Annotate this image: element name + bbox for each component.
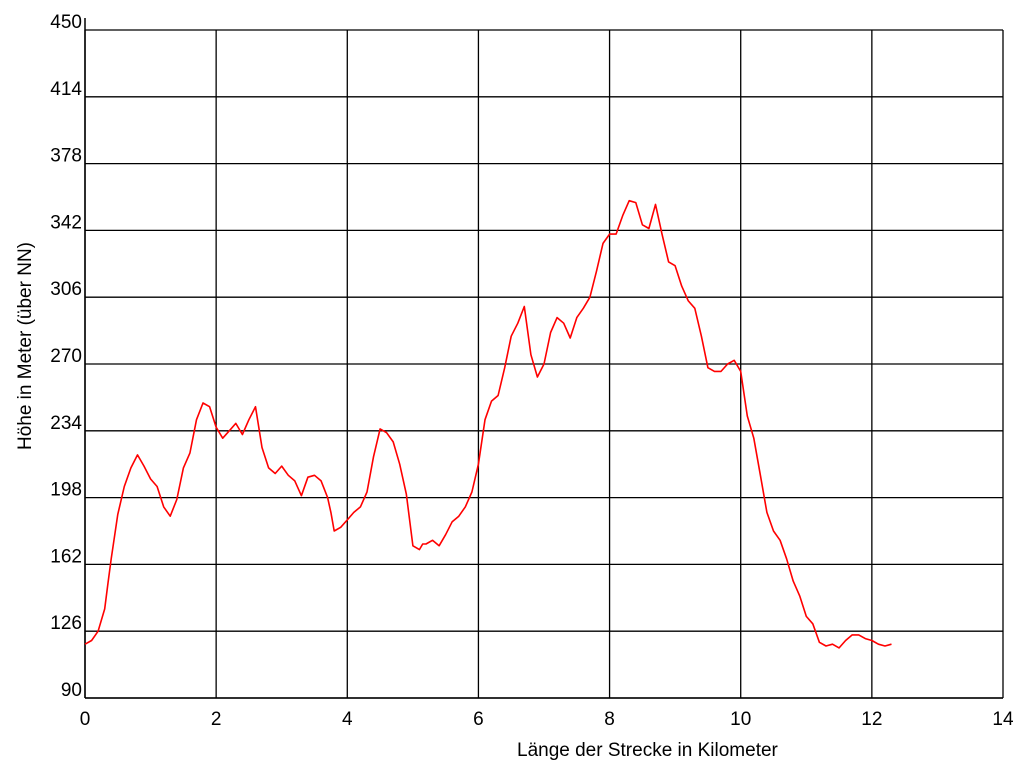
y-tick-label: 90 (61, 680, 82, 701)
chart-grid (84, 18, 1004, 699)
y-tick-label: 414 (50, 79, 82, 100)
y-tick-label: 342 (50, 212, 82, 233)
x-tick-label: 6 (473, 709, 484, 730)
x-tick-labels: 0 2 4 6 8 10 12 14 (80, 709, 1014, 730)
x-tick-label: 10 (730, 709, 751, 730)
x-tick-label: 14 (992, 709, 1014, 730)
y-tick-label: 234 (50, 413, 82, 434)
y-tick-label: 270 (50, 346, 82, 367)
y-tick-label: 306 (50, 279, 82, 300)
elevation-line (84, 199, 892, 649)
x-tick-label: 0 (80, 709, 91, 730)
y-tick-label: 162 (50, 546, 82, 567)
y-tick-label: 450 (50, 12, 82, 33)
x-tick-label: 8 (604, 709, 615, 730)
x-tick-label: 2 (211, 709, 222, 730)
y-tick-labels: 90 126 162 198 234 270 306 342 378 414 450 (50, 12, 82, 701)
y-tick-label: 198 (50, 480, 82, 501)
y-axis-label: Höhe in Meter (über NN) (15, 242, 36, 450)
x-tick-label: 12 (861, 709, 882, 730)
y-tick-label: 378 (50, 146, 82, 167)
y-tick-label: 126 (50, 613, 82, 634)
x-tick-label: 4 (342, 709, 353, 730)
x-axis-label: Länge der Strecke in Kilometer (517, 740, 779, 761)
